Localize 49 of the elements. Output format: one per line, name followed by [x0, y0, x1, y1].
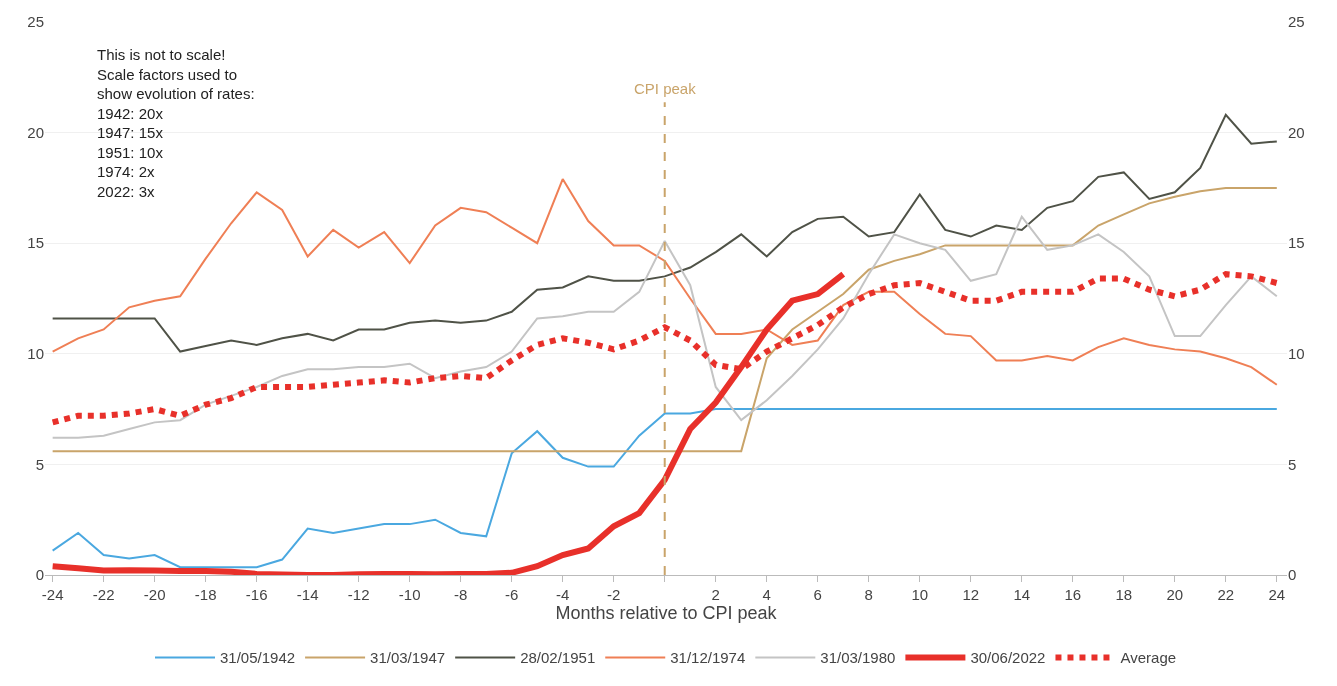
y2-tick-label: 15 [1288, 234, 1305, 252]
y2-tick-label: 5 [1288, 455, 1297, 473]
legend-label: 31/05/1942 [220, 649, 296, 667]
line-series [51, 215, 1278, 439]
y-tick-label: 25 [27, 13, 44, 31]
annotation: This is not to scale! Scale factors used to show evolution of rates: 1942: 20x 1947: 15x 1951: 10x 1974: 2x 2022: 3x [97, 46, 255, 200]
x-axis-title: Months relative to CPI peak [555, 603, 778, 623]
y-tick-label: 15 [27, 234, 44, 252]
x-tick-label: 22 [1217, 586, 1235, 603]
x-tick-label: 14 [1013, 586, 1031, 603]
x-tick-label: 10 [911, 586, 929, 603]
x-tick-label: -24 [41, 586, 64, 603]
legend-label: Average [1120, 649, 1177, 667]
y2-tick-label: 20 [1288, 123, 1305, 141]
x-tick-label: 4 [762, 586, 771, 603]
y2-tick-label: 10 [1288, 345, 1305, 363]
y2-tick-label: 25 [1288, 13, 1305, 31]
x-tick-label: -14 [296, 586, 319, 603]
x-tick-label: -8 [454, 586, 468, 603]
y2-tick-label: 0 [1288, 566, 1297, 584]
x-tick-label: 8 [864, 586, 873, 603]
line-series [51, 178, 1278, 386]
x-tick-label: -2 [607, 586, 621, 603]
legend-label: 28/02/1951 [520, 649, 596, 667]
x-tick-label: -16 [245, 586, 268, 603]
legend-label: 31/03/1947 [370, 649, 446, 667]
x-tick-label: -22 [92, 586, 115, 603]
x-tick-label: 20 [1166, 586, 1184, 603]
y-tick-label: 10 [27, 345, 44, 363]
x-tick-label: 24 [1268, 586, 1286, 603]
y-tick-label: 20 [27, 123, 44, 141]
x-tick-label: -4 [556, 586, 570, 603]
x-tick-label: 6 [813, 586, 822, 603]
y-tick-label: 0 [35, 566, 44, 584]
line-series [51, 408, 1278, 569]
x-tick-label: -10 [398, 586, 421, 603]
y-tick-label: 5 [35, 455, 44, 473]
x-tick-label: 18 [1115, 586, 1133, 603]
x-tick-label: -18 [194, 586, 217, 603]
legend-label: 30/06/2022 [970, 649, 1046, 667]
x-tick-label: 2 [711, 586, 720, 603]
ref-line-label: CPI peak [634, 80, 697, 97]
x-tick-label: -20 [143, 586, 166, 603]
x-tick-label: 12 [962, 586, 980, 603]
legend-label: 31/03/1980 [820, 649, 896, 667]
x-tick-label: 16 [1064, 586, 1082, 603]
x-tick-label: -6 [505, 586, 519, 603]
x-tick-label: -12 [347, 586, 370, 603]
legend-label: 31/12/1974 [670, 649, 746, 667]
